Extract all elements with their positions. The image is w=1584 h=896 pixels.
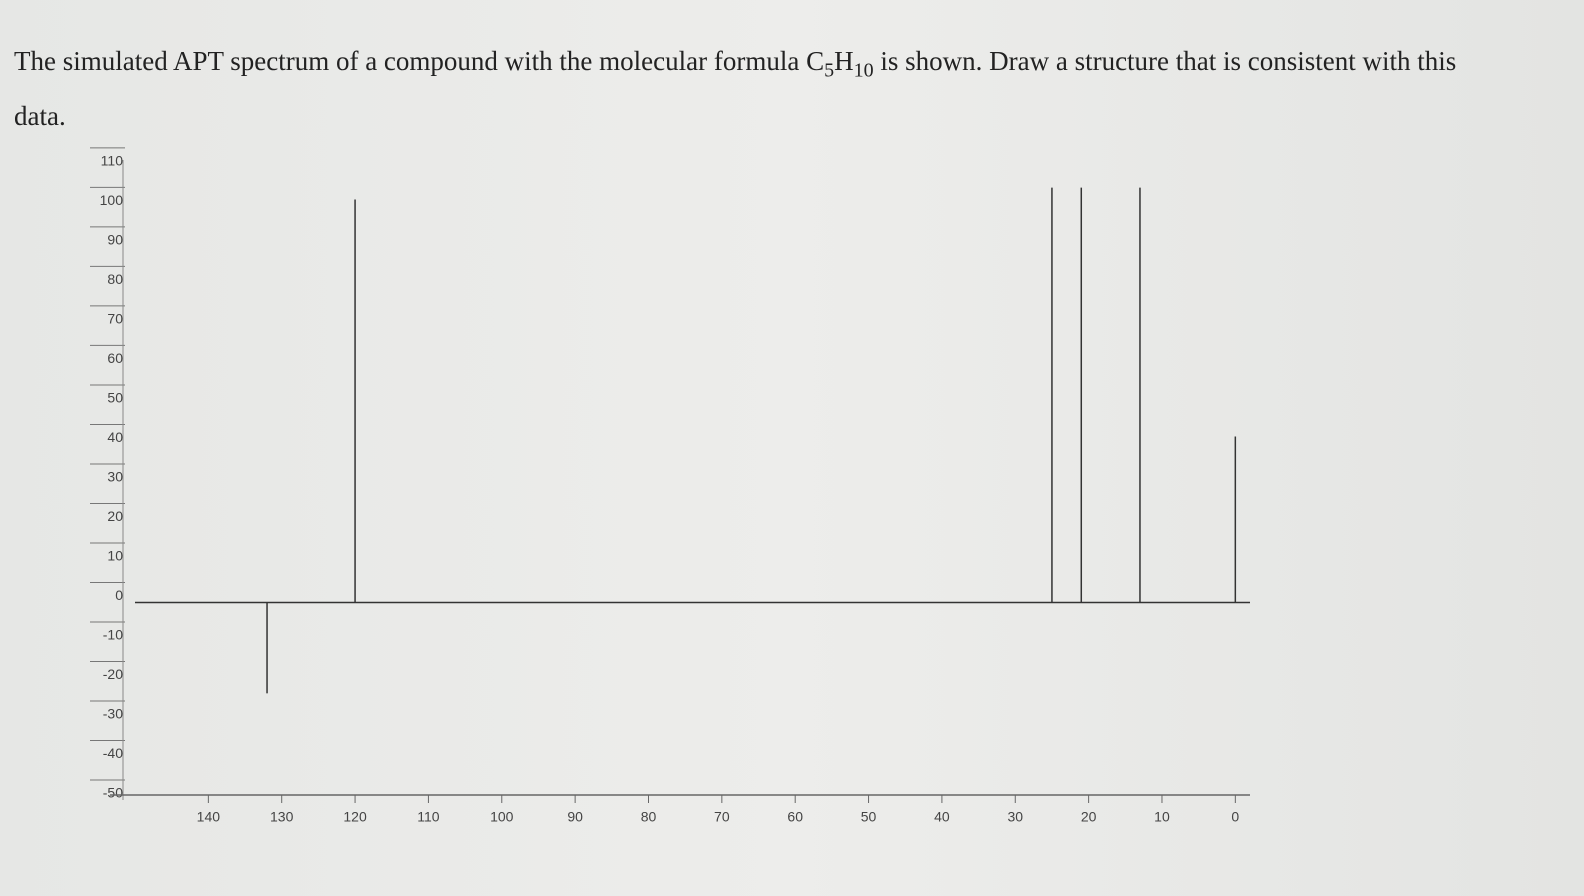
x-tick-label: 0 <box>1231 809 1239 825</box>
formula-element: C <box>806 46 825 76</box>
x-tick-label: 120 <box>343 809 367 825</box>
y-tick-label: 100 <box>100 192 124 208</box>
x-tick-label: 110 <box>417 809 440 825</box>
y-tick-label: 70 <box>107 311 123 327</box>
x-tick-label: 90 <box>567 809 583 825</box>
x-tick-label: 20 <box>1081 809 1097 825</box>
formula-subscript: 10 <box>853 59 874 82</box>
y-tick-label: 110 <box>101 153 124 169</box>
question: The simulated APT spectrum of a compound… <box>14 38 1474 139</box>
x-tick-label: 80 <box>641 809 657 825</box>
y-tick-label: 0 <box>115 587 123 603</box>
formula-subscript: 5 <box>824 59 835 82</box>
y-tick-label: 40 <box>107 429 123 445</box>
y-tick-label: -10 <box>103 627 123 643</box>
y-tick-label: -20 <box>103 666 123 682</box>
x-tick-label: 130 <box>270 809 294 825</box>
y-tick-label: -40 <box>103 745 123 761</box>
x-tick-label: 50 <box>861 809 877 825</box>
x-tick-label: 70 <box>714 809 730 825</box>
y-tick-label: 50 <box>107 390 123 406</box>
formula-element: H <box>834 46 854 76</box>
question-text: is shown. Draw a structure that is consi… <box>14 46 1457 132</box>
x-tick-label: 40 <box>934 809 950 825</box>
x-tick-label: 60 <box>787 809 803 825</box>
x-tick-label: 100 <box>490 809 514 825</box>
y-tick-label: -50 <box>103 785 123 801</box>
y-tick-label: 30 <box>107 469 123 485</box>
y-tick-label: 60 <box>107 350 123 366</box>
y-tick-label: 20 <box>107 508 123 524</box>
y-tick-label: 90 <box>107 232 123 248</box>
x-tick-label: 10 <box>1154 809 1170 825</box>
y-tick-label: 10 <box>107 548 123 564</box>
y-tick-label: -30 <box>103 706 123 722</box>
y-tick-label: 80 <box>107 271 123 287</box>
x-tick-label: 30 <box>1007 809 1023 825</box>
x-tick-label: 140 <box>197 809 221 825</box>
question-text: The simulated APT spectrum of a compound… <box>14 46 807 76</box>
